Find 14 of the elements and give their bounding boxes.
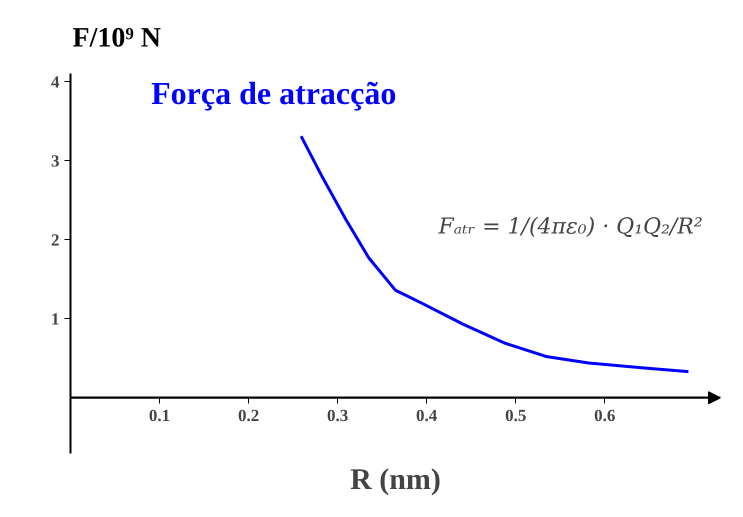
- y-tick-label: 1: [51, 310, 60, 329]
- y-tick-label: 4: [51, 72, 60, 92]
- series-label: Força de atracção: [151, 75, 396, 112]
- x-tick-label: 0.3: [327, 406, 348, 425]
- x-tick-label: 0.1: [148, 406, 170, 425]
- y-tick-label: 2: [51, 230, 60, 250]
- x-tick-label: 0.5: [505, 406, 526, 425]
- y-tick-label: 3: [51, 152, 60, 171]
- y-axis-title: F/10⁹ N: [72, 22, 161, 54]
- x-axis-title: R (nm): [350, 463, 441, 496]
- x-tick-label: 0.4: [416, 406, 438, 425]
- x-tick-label: 0.2: [238, 406, 260, 425]
- x-tick-label: 0.6: [594, 406, 616, 425]
- annotation: Fₐₜᵣ = 1/(4πε₀) · Q₁Q₂/R²: [438, 214, 703, 240]
